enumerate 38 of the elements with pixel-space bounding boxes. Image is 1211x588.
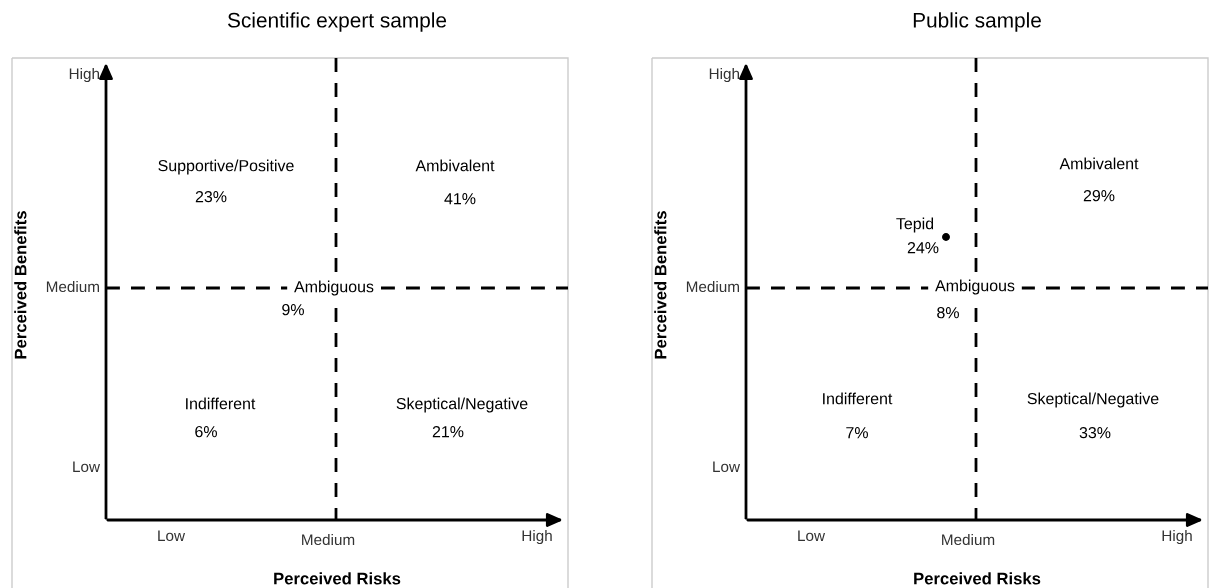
data-label: 29% <box>1083 189 1115 202</box>
category-label: Indifferent <box>186 397 256 410</box>
category-label: Ambiguous <box>294 280 374 296</box>
data-label: 8% <box>937 306 959 319</box>
text: Perceived Benefits <box>654 211 667 359</box>
category-label: Skeptical/Negative <box>396 397 528 413</box>
text: Low <box>158 530 186 542</box>
text: High <box>69 67 100 83</box>
data-label: 33% <box>1079 426 1111 439</box>
text: Medium <box>686 280 739 293</box>
text: High <box>709 67 740 83</box>
text: Medium <box>46 280 99 293</box>
text: Medium <box>942 533 995 546</box>
text: Perceived Risks <box>274 572 401 585</box>
category-label: Ambiguous <box>935 279 1015 295</box>
text: Perceived Benefits <box>14 211 27 359</box>
data-label: 21% <box>432 425 464 438</box>
category-label: Skeptical/Negative <box>1027 392 1159 408</box>
text: High <box>522 529 552 545</box>
text: Low <box>713 461 741 473</box>
data-label: 9% <box>282 303 304 316</box>
data-label: 41% <box>444 193 476 205</box>
data-label: 7% <box>846 427 868 439</box>
category-label: Supportive/Positive <box>158 159 294 175</box>
data-label: 6% <box>195 425 217 438</box>
data-label: 24% <box>907 241 939 254</box>
text: Low <box>798 530 826 542</box>
category-label: Tepid <box>896 217 934 233</box>
category-label: Indifferent <box>823 392 893 405</box>
text: Scientific expert sample <box>227 12 447 32</box>
text: Low <box>73 461 101 473</box>
text: Perceived Risks <box>914 572 1041 585</box>
data-label: 23% <box>195 190 227 203</box>
text: High <box>1162 529 1192 545</box>
category-label: Ambivalent <box>415 159 495 172</box>
text: Public sample <box>913 12 1041 32</box>
category-label: Ambivalent <box>1059 157 1139 170</box>
text: Medium <box>302 533 355 546</box>
